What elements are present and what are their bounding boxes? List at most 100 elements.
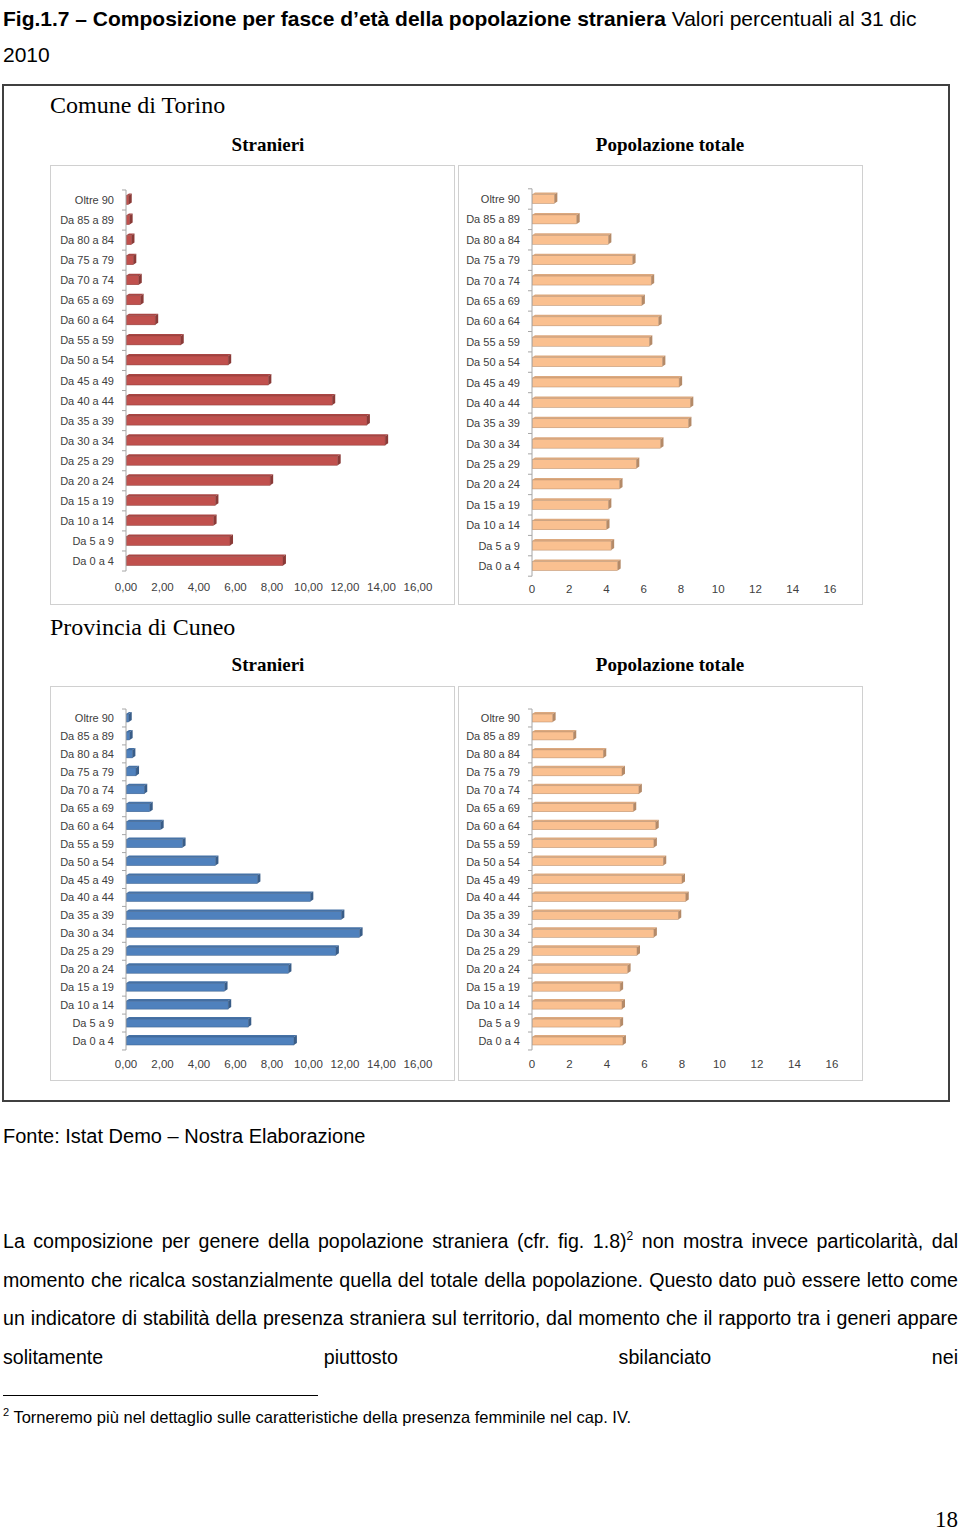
category-tick	[528, 960, 532, 961]
bar-top	[532, 213, 580, 215]
category-label: Da 70 a 74	[60, 274, 114, 286]
bar-side	[183, 838, 186, 848]
tick-label: 10,00	[294, 581, 323, 593]
bar	[126, 557, 283, 566]
bar-side	[360, 927, 363, 937]
category-tick	[528, 270, 532, 271]
chart-border	[459, 166, 863, 605]
bar-side	[608, 498, 611, 509]
category-label: Da 40 a 44	[466, 891, 520, 903]
bar-side	[332, 394, 335, 405]
tick-label: 14	[788, 1058, 801, 1070]
bar-side	[573, 730, 576, 740]
category-label: Da 85 a 89	[60, 214, 114, 226]
footnote: 2 Torneremo più nel dettaglio sulle cara…	[3, 1406, 631, 1427]
bar	[532, 337, 649, 346]
bar-top	[126, 784, 147, 786]
bar	[532, 276, 651, 285]
bar	[532, 419, 688, 428]
category-tick	[122, 230, 126, 231]
bar-side	[679, 376, 682, 387]
category-label: Da 5 a 9	[72, 535, 114, 547]
category-tick	[122, 270, 126, 271]
bar-side	[161, 820, 164, 830]
bar	[532, 732, 573, 740]
bar	[532, 804, 633, 812]
bar	[532, 786, 639, 794]
bar-side	[659, 315, 662, 326]
bar	[126, 965, 288, 973]
bar-top	[532, 766, 625, 768]
bar-top	[532, 233, 611, 235]
category-tick	[122, 430, 126, 431]
category-tick	[528, 762, 532, 763]
bar-side	[633, 802, 636, 812]
category-label: Da 75 a 79	[466, 766, 520, 778]
bar-side	[608, 233, 611, 244]
chart: Da 0 a 4Da 5 a 9Da 10 a 14Da 15 a 19Da 2…	[50, 165, 455, 605]
bar-top	[126, 354, 231, 356]
bar	[532, 195, 554, 204]
bar-top	[532, 294, 645, 296]
bar-top	[126, 1035, 297, 1037]
bar	[532, 768, 622, 776]
category-label: Da 60 a 64	[60, 314, 114, 326]
category-tick	[122, 870, 126, 871]
category-tick	[528, 978, 532, 979]
category-tick	[528, 249, 532, 250]
bar-top	[532, 335, 652, 337]
category-label: Da 35 a 39	[466, 909, 520, 921]
bar-top	[532, 519, 610, 521]
tick-label: 8	[679, 1058, 685, 1070]
category-label: Da 85 a 89	[60, 730, 114, 742]
category-label: Da 20 a 24	[466, 478, 520, 490]
bar-top	[532, 396, 693, 398]
bar-side	[268, 374, 271, 385]
panel-heading: Provincia di Cuneo	[50, 614, 235, 641]
category-tick	[528, 576, 532, 577]
bar-side	[214, 514, 217, 525]
category-tick	[122, 370, 126, 371]
category-tick	[528, 744, 532, 745]
bar-top	[532, 458, 639, 460]
category-label: Da 70 a 74	[466, 784, 520, 796]
category-label: Da 30 a 34	[466, 927, 520, 939]
category-tick	[122, 726, 126, 727]
bar-side	[367, 414, 370, 425]
bar-top	[532, 560, 621, 562]
bar-top	[126, 454, 341, 456]
category-label: Da 50 a 54	[466, 356, 520, 368]
bar	[126, 476, 270, 485]
category-label: Da 75 a 79	[60, 766, 114, 778]
category-label: Da 55 a 59	[466, 336, 520, 348]
category-tick	[122, 550, 126, 551]
category-tick	[528, 816, 532, 817]
bar	[126, 1037, 294, 1045]
category-label: Da 20 a 24	[60, 475, 114, 487]
tick-label: 10,00	[294, 1058, 323, 1070]
bar-side	[633, 254, 636, 265]
bar	[126, 911, 341, 919]
bar-top	[126, 374, 271, 376]
category-tick	[122, 960, 126, 961]
bar	[126, 536, 230, 545]
category-tick	[122, 571, 126, 572]
bar	[532, 521, 607, 530]
category-tick	[122, 250, 126, 251]
bar	[126, 983, 225, 991]
bar-top	[126, 856, 218, 858]
bar-side	[155, 314, 158, 325]
bars	[126, 194, 388, 566]
category-tick	[528, 870, 532, 871]
bar-top	[126, 945, 339, 947]
category-tick	[528, 709, 532, 710]
bar	[532, 750, 603, 758]
bar-side	[215, 856, 218, 866]
bar	[532, 1037, 623, 1045]
bar-top	[126, 874, 260, 876]
bar-top	[532, 963, 631, 965]
category-label: Da 0 a 4	[478, 1035, 520, 1047]
category-label: Da 10 a 14	[466, 999, 520, 1011]
bar-side	[642, 294, 645, 305]
category-label: Da 70 a 74	[466, 275, 520, 287]
